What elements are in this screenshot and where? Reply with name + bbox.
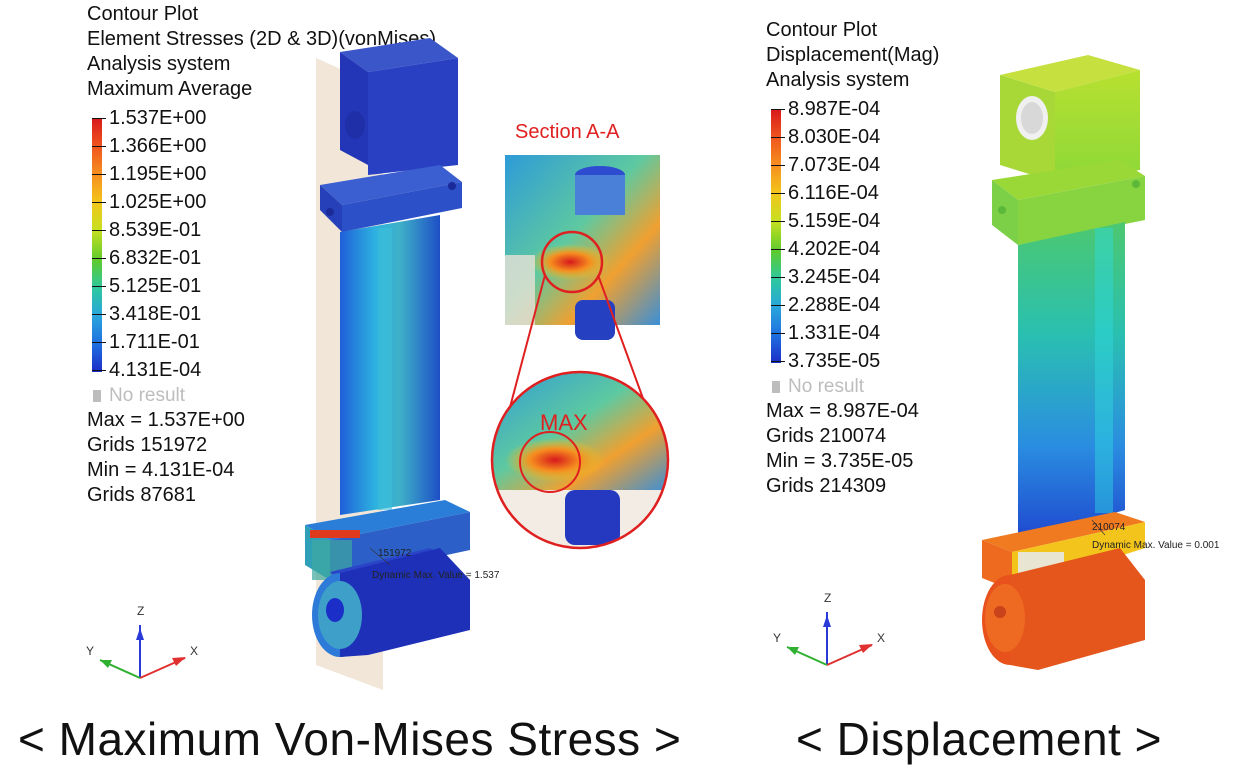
axis-z-label: Z [137,604,144,618]
column-highlight [1095,228,1113,513]
roller [312,548,470,657]
stress-legend: Contour Plot Element Stresses (2D & 3D)(… [87,2,436,508]
lower-flange [305,500,470,580]
max-value: Max = 1.537E+00 [87,409,245,431]
scale-tick: 1.331E-04 [766,319,939,347]
displacement-legend: Contour Plot Displacement(Mag) Analysis … [766,18,939,499]
stress-legend-header: Contour Plot Element Stresses (2D & 3D)(… [87,2,436,102]
axis-y-label: Y [86,644,94,658]
probe-text: Dynamic Max. Value = 1.537 [372,570,500,581]
no-result-entry: No result [766,375,939,399]
probe-id: 151972 [378,548,412,559]
displacement-panel: Contour Plot Displacement(Mag) Analysis … [700,0,1260,765]
stress-stats: Max = 1.537E+00 Grids 151972 Min = 4.131… [87,408,436,508]
max-label: MAX [540,410,588,435]
scale-tick: 3.735E-05 [766,347,939,375]
max-grid: Grids 151972 [87,434,208,456]
no-result-entry: No result [87,384,436,408]
stress-panel: Contour Plot Element Stresses (2D & 3D)(… [0,0,700,765]
legend-result-type: Element Stresses (2D & 3D)(vonMises) [87,28,436,50]
scale-tick: 3.245E-04 [766,263,939,291]
scale-tick: 5.159E-04 [766,207,939,235]
no-result-swatch [93,390,101,402]
column-highlight [378,228,392,510]
scale-tick: 1.537E+00 [87,104,436,132]
axis-x-label: X [877,631,885,645]
scale-tick: 6.116E-04 [766,179,939,207]
top-block [340,38,458,175]
legend-averaging: Maximum Average [87,78,253,100]
stress-model-view: 151972 Dynamic Max. Value = 1.537 Sectio… [86,38,670,690]
axis-x-label: X [190,644,198,658]
displacement-stats: Max = 8.987E-04 Grids 210074 Min = 3.735… [766,399,939,499]
coordinate-triad: Z Y X [86,604,198,679]
scale-tick: 8.539E-01 [87,216,436,244]
probe-text: Dynamic Max. Value = 0.001 [1092,540,1220,551]
min-grid: Grids 87681 [87,484,196,506]
displacement-legend-header: Contour Plot Displacement(Mag) Analysis … [766,18,939,93]
min-grid: Grids 214309 [766,475,887,497]
upper-flange [320,165,462,232]
scale-tick: 1.711E-01 [87,328,436,356]
scale-tick: 4.131E-04 [87,356,436,384]
displacement-model-view: 210074 Dynamic Max. Value = 0.001 Z Y X [773,55,1220,670]
scale-tick: 1.366E+00 [87,132,436,160]
stress-color-bar [92,118,102,372]
displacement-caption: < Displacement > [796,713,1162,765]
scale-tick: 7.073E-04 [766,151,939,179]
legend-title: Contour Plot [87,3,199,25]
no-result-label: No result [788,376,865,397]
upper-flange [992,160,1145,245]
scale-tick: 2.288E-04 [766,291,939,319]
scale-tick: 8.987E-04 [766,95,939,123]
no-result-swatch [772,381,780,393]
legend-title: Contour Plot [766,19,878,41]
column [1018,222,1125,540]
legend-system: Analysis system [87,53,231,75]
no-result-label: No result [109,385,186,406]
section-view [505,155,660,340]
coordinate-triad: Z Y X [773,591,885,666]
scale-tick: 5.125E-01 [87,272,436,300]
min-value: Min = 4.131E-04 [87,459,235,481]
scale-tick: 3.418E-01 [87,300,436,328]
max-marker-circle [519,431,581,493]
section-label: Section A-A [515,121,620,143]
max-grid: Grids 210074 [766,425,887,447]
stress-caption: < Maximum Von-Mises Stress > [18,713,682,765]
displacement-color-bar [771,109,781,363]
scale-tick: 4.202E-04 [766,235,939,263]
zoom-circle [490,370,670,550]
scale-tick: 6.832E-01 [87,244,436,272]
legend-result-type: Displacement(Mag) [766,44,940,66]
scale-tick: 1.195E+00 [87,160,436,188]
section-marker-circle [540,230,604,294]
max-value: Max = 8.987E-04 [766,400,919,422]
scale-tick: 8.030E-04 [766,123,939,151]
scale-tick: 1.025E+00 [87,188,436,216]
stress-color-scale: 1.537E+00 1.366E+00 1.195E+00 1.025E+00 … [87,104,436,384]
roller [982,548,1145,670]
top-block [1000,55,1140,182]
axis-z-label: Z [824,591,831,605]
probe-id: 210074 [1092,522,1126,533]
displacement-color-scale: 8.987E-04 8.030E-04 7.073E-04 6.116E-04 … [766,95,939,375]
legend-system: Analysis system [766,69,910,91]
min-value: Min = 3.735E-05 [766,450,914,472]
axis-y-label: Y [773,631,781,645]
